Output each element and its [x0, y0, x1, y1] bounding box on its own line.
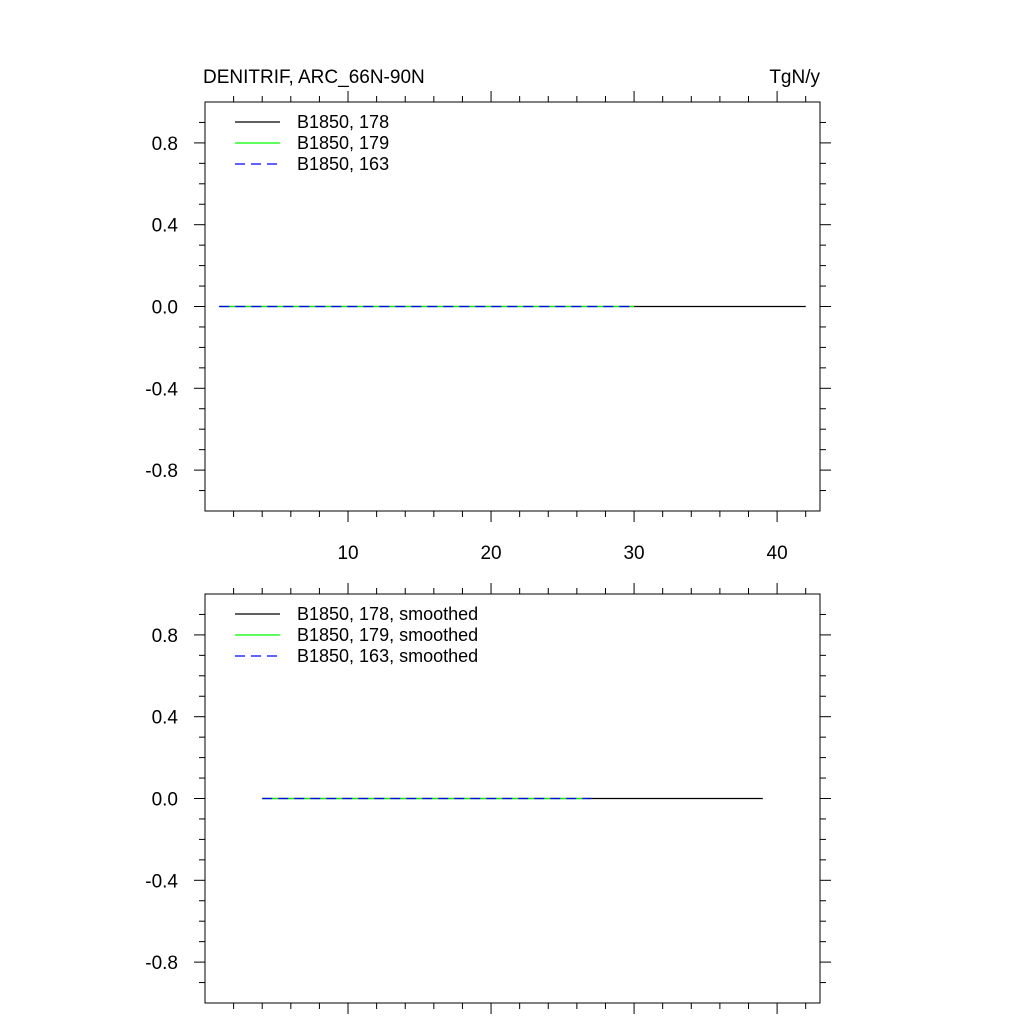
y-tick-label: 0.8 — [152, 134, 178, 155]
y-tick-label: -0.4 — [145, 871, 178, 892]
y-tick-label: 0.8 — [152, 626, 178, 647]
y-tick-label: 0.0 — [152, 790, 178, 811]
legend-label-2: B1850, 163 — [297, 154, 389, 174]
top-panel: -0.8 -0.4 0.0 0.4 0.8 10 20 30 40 DENITRIF, ARC_6… — [145, 67, 831, 564]
y-tick-label: -0.4 — [145, 379, 178, 400]
legend-label-0: B1850, 178 — [297, 112, 389, 132]
y-tick-label: 0.4 — [152, 708, 179, 729]
x-tick-label: 30 — [623, 543, 644, 564]
y-tick-label: -0.8 — [145, 461, 178, 482]
legend-label-0: B1850, 178, smoothed — [297, 604, 478, 624]
legend-label-1: B1850, 179, smoothed — [297, 625, 478, 645]
chart-units: TgN/y — [769, 67, 820, 88]
y-tick-label: 0.0 — [152, 298, 178, 319]
y-tick-label: 0.4 — [152, 216, 179, 237]
x-tick-label: 20 — [480, 543, 501, 564]
x-tick-label: 10 — [337, 543, 358, 564]
legend-label-2: B1850, 163, smoothed — [297, 646, 478, 666]
x-tick-label: 40 — [767, 543, 788, 564]
legend-label-1: B1850, 179 — [297, 133, 389, 153]
chart-title: DENITRIF, ARC_66N-90N — [203, 67, 425, 88]
y-tick-label: -0.8 — [145, 953, 178, 974]
